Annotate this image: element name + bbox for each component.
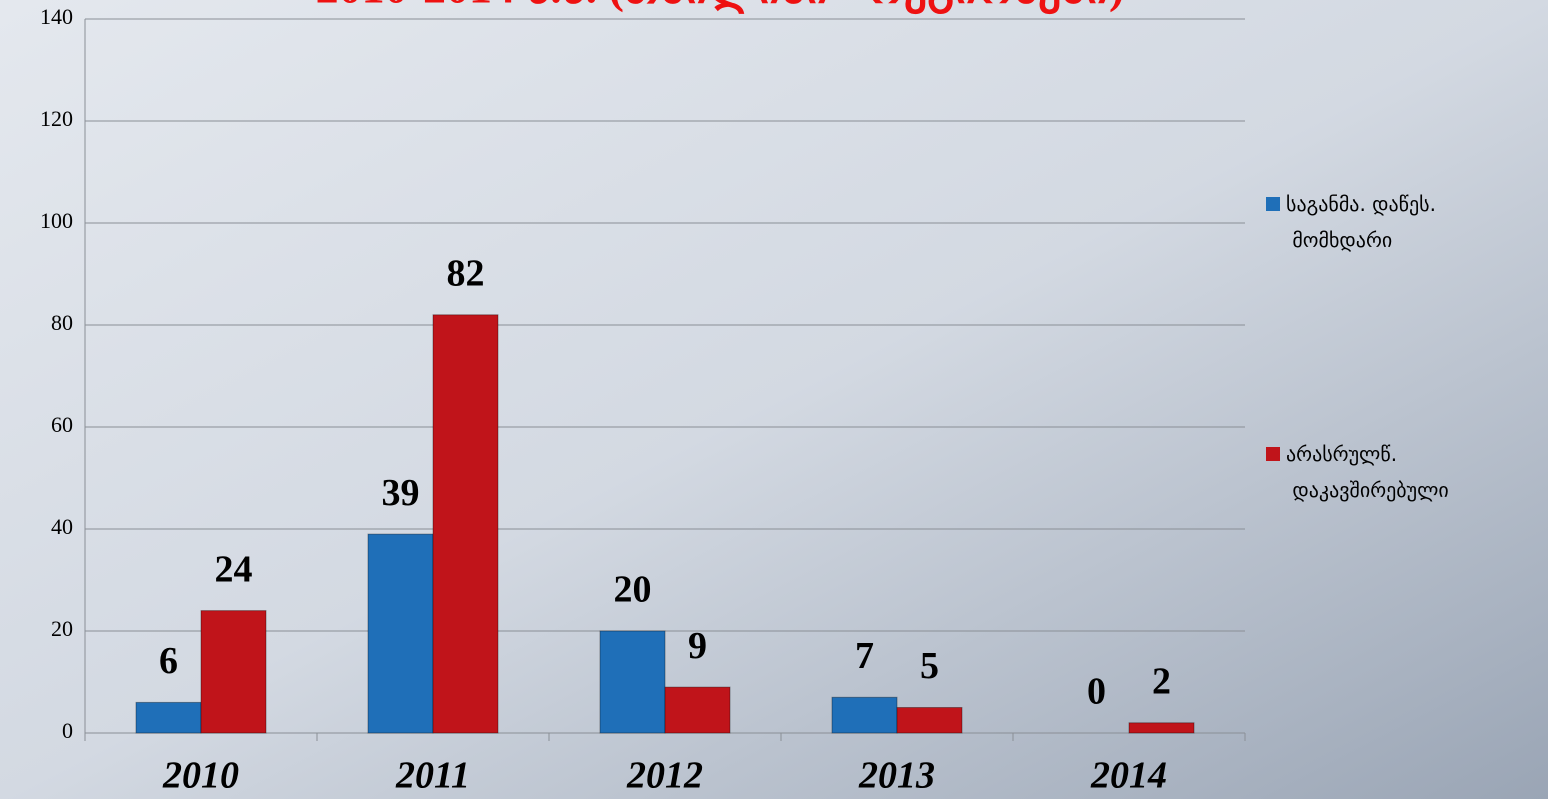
chart-title: 2010-2014 წ.წ. (თბილისი - რეგიონები): [316, 0, 1125, 15]
bar: [831, 696, 898, 734]
data-label: 9: [688, 625, 707, 667]
y-tick-label: 0: [62, 718, 73, 743]
x-tick-label: 2010: [162, 755, 239, 797]
y-tick-label: 120: [40, 106, 73, 131]
bar: [135, 701, 202, 734]
data-label: 24: [215, 548, 253, 590]
bar: [432, 314, 499, 734]
bar: [896, 707, 963, 734]
data-label: 39: [382, 472, 420, 514]
y-tick-label: 60: [51, 412, 73, 437]
bar: [200, 610, 267, 734]
data-label: 5: [920, 645, 939, 687]
bar: [599, 630, 666, 734]
x-tick-label: 2013: [858, 755, 935, 797]
data-label: 82: [447, 253, 485, 295]
y-tick-label: 140: [40, 4, 73, 29]
bar: [1128, 722, 1195, 734]
y-tick-label: 80: [51, 310, 73, 335]
x-tick-label: 2012: [626, 755, 703, 797]
bar: [367, 533, 434, 734]
legend-label: საგანმა. დაწეს. მომხდარი: [1286, 192, 1436, 252]
bar: [664, 686, 731, 734]
x-tick-label: 2014: [1090, 755, 1167, 797]
legend-label: არასრულწ. დაკავშირებული: [1286, 442, 1449, 502]
data-label: 2: [1152, 661, 1171, 703]
legend-swatch: [1266, 197, 1280, 211]
y-tick-label: 100: [40, 208, 73, 233]
y-tick-label: 40: [51, 514, 73, 539]
x-tick-label: 2011: [395, 755, 470, 797]
y-tick-label: 20: [51, 616, 73, 641]
data-label: 20: [614, 569, 652, 611]
data-label: 7: [855, 635, 874, 677]
data-label: 6: [159, 640, 178, 682]
data-label: 0: [1087, 671, 1106, 713]
legend-swatch: [1266, 447, 1280, 461]
